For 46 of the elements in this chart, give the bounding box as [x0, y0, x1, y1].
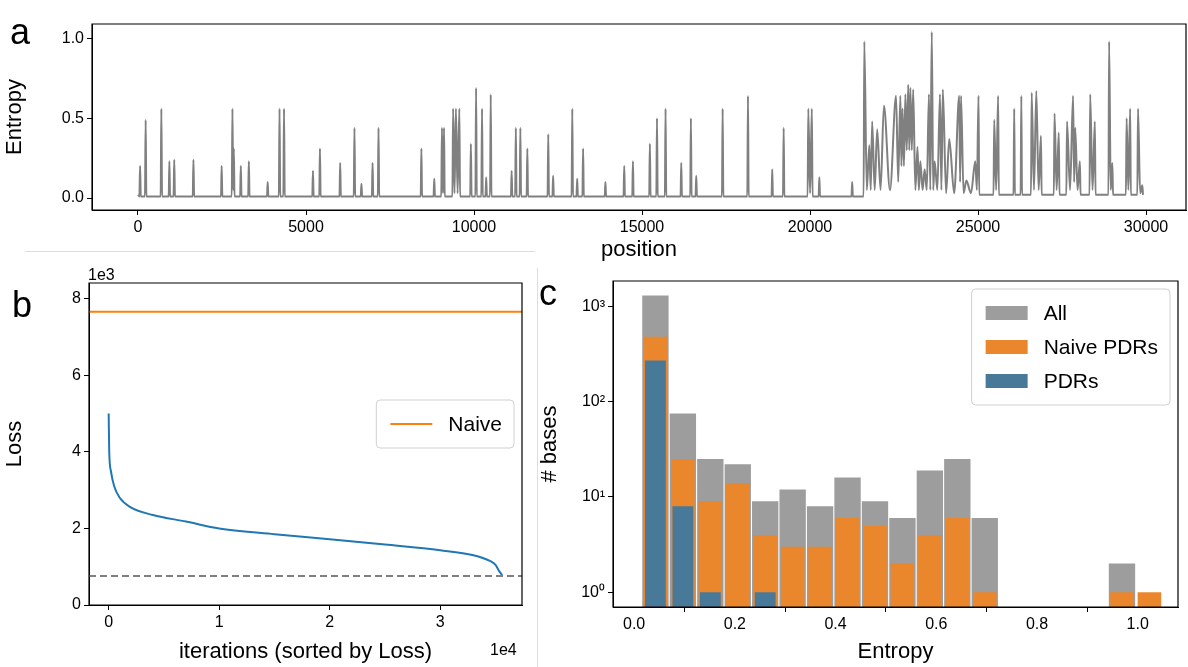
x-tick-label: 25000 [955, 218, 1001, 236]
legend-label: Naive [448, 411, 503, 435]
x-tick-label: 30000 [1123, 218, 1169, 236]
line-series [137, 30, 1144, 198]
x-tick-label: 0.4 [824, 615, 847, 633]
x-tick-label: 1 [214, 613, 224, 631]
x-tick-label: 0 [104, 613, 114, 631]
line-series [107, 412, 504, 577]
x-tick-label: 1.0 [1126, 615, 1149, 633]
x-tick-label: 10000 [451, 218, 497, 236]
x-tick-label: 2 [325, 613, 335, 631]
y-axis-title: # bases [536, 405, 562, 483]
y-tick-label: 10² [581, 392, 606, 410]
x-tick-label: 5000 [288, 218, 324, 236]
legend-label: PDRs [1043, 368, 1099, 392]
text: a [10, 11, 31, 52]
x-tick-label: 0.0 [623, 615, 646, 633]
y-tick-label: 0.0 [61, 188, 85, 206]
x-tick-label: 0 [133, 218, 143, 236]
x-tick-label: 0.8 [1025, 615, 1049, 633]
x-axis-title: iterations (sorted by Loss) [178, 637, 433, 663]
x-tick-label: 3 [435, 613, 445, 631]
y-axis-title: Loss [1, 420, 27, 468]
y-tick-label: 1.0 [61, 28, 85, 46]
x-tick-label: 20000 [787, 218, 833, 236]
legend-label: Naive PDRs [1043, 334, 1159, 358]
text: b [12, 284, 33, 325]
y-axis-title: Entropy [1, 79, 27, 155]
y-tick-label: 0 [72, 595, 82, 613]
y-tick-label: 10³ [581, 296, 606, 314]
x-tick-label: 0.2 [723, 615, 747, 633]
y-tick-label: 10¹ [581, 487, 605, 505]
y-tick-label: 2 [72, 518, 82, 536]
y-tick-label: 8 [72, 289, 82, 307]
text: 1e4 [490, 641, 517, 658]
y-tick-label: 6 [72, 365, 82, 383]
y-tick-label: 10⁰ [581, 582, 605, 600]
text: c [539, 272, 557, 313]
annotation: 1e3 [88, 266, 115, 283]
y-tick-label: 0.5 [61, 108, 85, 126]
x-tick-label: 15000 [619, 218, 665, 236]
x-axis-title: position [601, 235, 677, 261]
x-axis-title: Entropy [857, 637, 934, 663]
y-tick-label: 4 [72, 442, 82, 460]
x-tick-label: 0.6 [925, 615, 948, 633]
legend-label: All [1043, 300, 1067, 324]
